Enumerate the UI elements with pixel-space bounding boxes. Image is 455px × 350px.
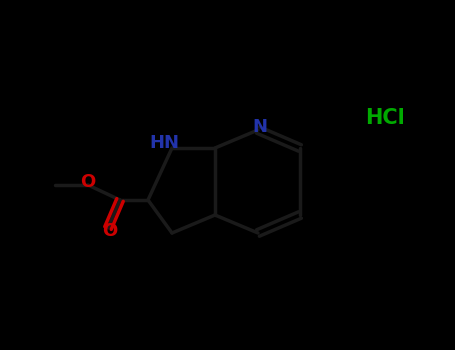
Text: O: O: [81, 173, 96, 191]
Text: O: O: [102, 222, 118, 240]
Text: N: N: [253, 118, 268, 136]
Text: HCl: HCl: [365, 108, 405, 128]
Text: HN: HN: [149, 134, 179, 152]
